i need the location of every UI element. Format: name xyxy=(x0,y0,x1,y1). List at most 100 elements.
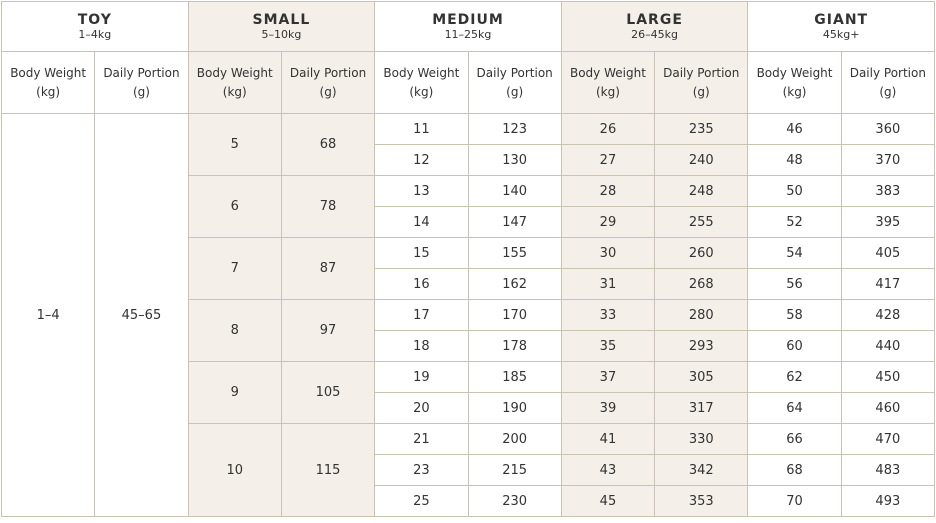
body-weight: 56 xyxy=(747,268,842,300)
group-header: GIANT 45kg+ xyxy=(747,1,935,52)
group-title: TOY xyxy=(77,12,112,28)
column-header: Daily Portion (g) xyxy=(654,51,749,114)
body-weight: 30 xyxy=(560,237,656,269)
group-title: MEDIUM xyxy=(432,12,504,28)
data-row: 8 97 17 170 33 280 58 428 xyxy=(2,299,935,362)
column-label: Body Weight xyxy=(196,65,273,80)
body-weight: 33 xyxy=(560,299,656,331)
column-label: Daily Portion xyxy=(849,65,926,80)
daily-portion: 162 xyxy=(467,268,562,300)
body-weight: 23 xyxy=(374,454,469,486)
daily-portion: 155 xyxy=(467,237,562,269)
body-weight: 50 xyxy=(747,175,842,207)
group-title: GIANT xyxy=(814,12,869,28)
daily-portion: 235 xyxy=(654,113,749,145)
body-weight: 60 xyxy=(747,330,842,362)
group-range: 11–25kg xyxy=(444,28,492,41)
body-weight: 25 xyxy=(374,485,469,517)
body-weight: 35 xyxy=(560,330,656,362)
daily-portion: 115 xyxy=(280,423,376,517)
daily-portion: 260 xyxy=(654,237,749,269)
daily-portion: 178 xyxy=(467,330,562,362)
daily-portion: 123 xyxy=(467,113,562,145)
daily-portion: 483 xyxy=(840,454,935,486)
daily-portion: 470 xyxy=(840,423,935,455)
data-row: 10 115 21 200 41 330 66 470 xyxy=(2,423,935,517)
daily-portion: 200 xyxy=(467,423,562,455)
body-weight: 14 xyxy=(374,206,469,238)
header-row: TOY 1–4kg SMALL 5–10kg MEDIUM 11–25kg LARGE 26–… xyxy=(1,1,935,52)
daily-portion: 317 xyxy=(654,392,749,424)
body-weight: 43 xyxy=(560,454,656,486)
body-weight: 21 xyxy=(374,423,469,455)
daily-portion: 395 xyxy=(840,206,935,238)
daily-portion: 293 xyxy=(654,330,749,362)
body-weight: 10 xyxy=(187,423,282,517)
data-row: 12 130 27 240 48 370 xyxy=(2,144,935,176)
body-weight: 48 xyxy=(747,144,842,176)
daily-portion: 417 xyxy=(840,268,935,300)
column-header: Body Weight (kg) xyxy=(0,51,96,114)
daily-portion: 147 xyxy=(467,206,562,238)
body-weight: 39 xyxy=(560,392,656,424)
daily-portion: 268 xyxy=(654,268,749,300)
body-weight: 54 xyxy=(747,237,842,269)
body-weight: 28 xyxy=(560,175,656,207)
body-weight: 9 xyxy=(187,361,282,424)
data-row: 25 230 45 353 70 493 xyxy=(2,485,935,517)
column-unit: (kg) xyxy=(409,84,434,99)
daily-portion: 230 xyxy=(467,485,562,517)
body-weight: 29 xyxy=(560,206,656,238)
column-label: Daily Portion xyxy=(103,65,180,80)
column-header: Daily Portion (g) xyxy=(840,51,935,114)
data-row: 14 147 29 255 52 395 xyxy=(2,206,935,238)
column-unit: (g) xyxy=(319,84,337,99)
daily-portion: 78 xyxy=(280,175,376,238)
body-weight: 66 xyxy=(747,423,842,455)
daily-portion: 87 xyxy=(280,237,376,300)
daily-portion: 330 xyxy=(654,423,749,455)
body-weight: 16 xyxy=(374,268,469,300)
daily-portion: 240 xyxy=(654,144,749,176)
body-weight: 6 xyxy=(187,175,282,238)
body-weight: 5 xyxy=(187,113,282,176)
body-weight: 1–4 xyxy=(0,113,96,517)
column-unit: (kg) xyxy=(222,84,247,99)
body-weight: 12 xyxy=(374,144,469,176)
data-row: 1–4 45–65 5 68 11 123 26 235 46 360 xyxy=(0,113,935,517)
daily-portion: 170 xyxy=(467,299,562,331)
column-header: Body Weight (kg) xyxy=(560,51,656,114)
column-unit: (kg) xyxy=(595,84,620,99)
daily-portion: 255 xyxy=(654,206,749,238)
column-unit: (g) xyxy=(879,84,897,99)
group-range: 26–45kg xyxy=(631,28,679,41)
group-header: MEDIUM 11–25kg xyxy=(374,1,562,52)
daily-portion: 280 xyxy=(654,299,749,331)
data-row: 23 215 43 342 68 483 xyxy=(2,454,935,486)
daily-portion: 130 xyxy=(467,144,562,176)
data-row: 20 190 39 317 64 460 xyxy=(2,392,935,424)
body-weight: 46 xyxy=(747,113,842,145)
body-weight: 15 xyxy=(374,237,469,269)
body-weight: 11 xyxy=(374,113,469,145)
column-unit: (kg) xyxy=(36,84,61,99)
body-weight: 8 xyxy=(187,299,282,362)
column-header: Body Weight (kg) xyxy=(187,51,282,114)
column-label: Daily Portion xyxy=(289,65,367,80)
daily-portion: 360 xyxy=(840,113,935,145)
body-weight: 31 xyxy=(560,268,656,300)
data-row: 18 178 35 293 60 440 xyxy=(2,330,935,362)
column-header: Daily Portion (g) xyxy=(94,51,189,114)
data-row: 9 105 19 185 37 305 62 450 xyxy=(2,361,935,424)
group-header: SMALL 5–10kg xyxy=(187,1,376,52)
body-weight: 64 xyxy=(747,392,842,424)
body-weight: 37 xyxy=(560,361,656,393)
daily-portion: 353 xyxy=(654,485,749,517)
body-weight: 20 xyxy=(374,392,469,424)
data-row: 7 87 15 155 30 260 54 405 xyxy=(2,237,935,300)
group-title: SMALL xyxy=(252,12,311,28)
body-weight: 41 xyxy=(560,423,656,455)
column-label: Daily Portion xyxy=(663,65,740,80)
